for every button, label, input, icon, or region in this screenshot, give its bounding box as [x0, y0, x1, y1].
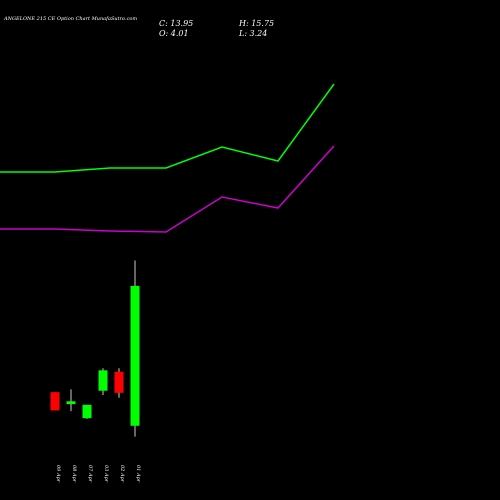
open-value: O: 4.01 — [159, 29, 189, 38]
candles — [50, 260, 140, 437]
low-value: L: 3.24 — [238, 29, 267, 38]
candle-up — [130, 285, 140, 426]
candle-down — [50, 392, 60, 411]
chart-title: ANGELONE 215 CE Option Chart MunafaSutra… — [3, 16, 137, 22]
x-tick-label: 02 Apr — [119, 465, 125, 483]
candle-up — [98, 370, 108, 391]
candle-down — [114, 371, 124, 393]
close-value: C: 13.95 — [159, 19, 193, 28]
overlay-lines — [0, 83, 335, 233]
x-axis-ticks: 09 Apr 08 Apr 07 Apr 03 Apr 02 Apr 01 Apr — [55, 465, 141, 483]
candle-up — [82, 404, 92, 419]
x-tick-label: 08 Apr — [71, 465, 77, 483]
lower-band-line — [0, 145, 335, 233]
candle-up — [66, 401, 76, 405]
x-tick-label: 03 Apr — [103, 465, 109, 483]
x-tick-label: 09 Apr — [55, 465, 61, 483]
x-tick-label: 01 Apr — [135, 465, 141, 483]
high-value: H: 15.75 — [238, 19, 274, 28]
upper-band-line — [0, 83, 335, 173]
x-tick-label: 07 Apr — [87, 465, 93, 483]
